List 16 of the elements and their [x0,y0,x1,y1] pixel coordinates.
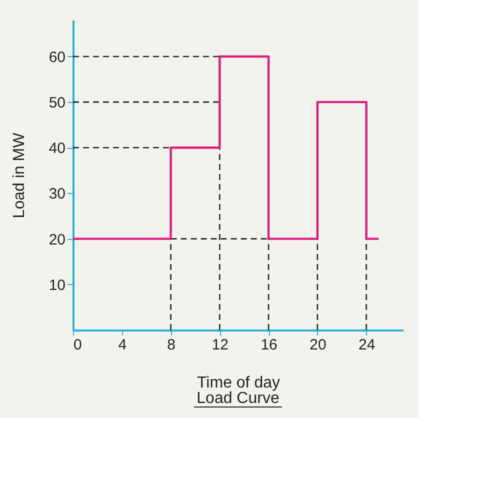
x-tick-label: 24 [358,336,376,354]
text: Load Curve [196,390,280,407]
x-tick-label: 16 [260,336,278,354]
x-tick-label: 0 [74,336,82,354]
y-tick-label: 30 [48,186,66,203]
y-tick-label: 50 [48,94,66,112]
y-axis-title: Load in MW [10,132,28,218]
x-tick-label: 20 [310,336,326,354]
y-tick-label: 20 [48,231,66,248]
x-tick-label: 4 [118,336,127,354]
x-tick-label: 12 [212,336,229,354]
y-tick-label: 60 [48,48,66,66]
y-tick-label: 40 [48,140,66,158]
y-tick-label: 10 [48,276,66,294]
x-tick-label: 8 [167,336,176,354]
x-axis-title: Time of day [197,374,280,392]
